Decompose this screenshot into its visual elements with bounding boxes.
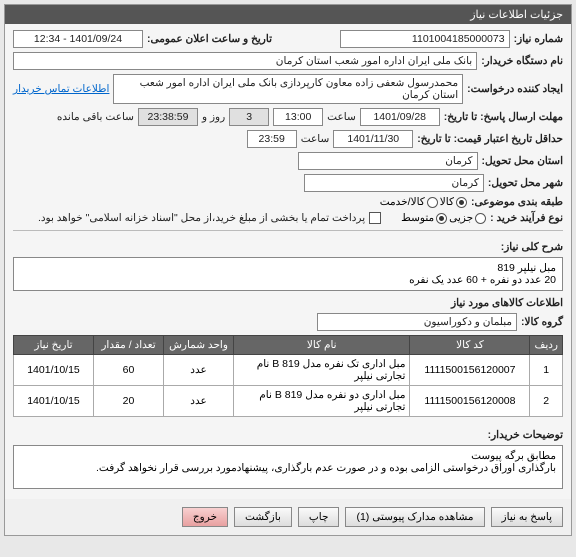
table-row: 2 1111500156120008 مبل اداری دو نفره مدل… — [14, 386, 563, 417]
value-remain-clock: 23:38:59 — [138, 108, 198, 126]
label-requester: ایجاد کننده درخواست: — [467, 83, 563, 95]
value-req-no: 1101004185000073 — [340, 30, 510, 48]
cell-name: مبل اداری تک نفره مدل B 819 نام تجارتی ن… — [234, 355, 410, 386]
radio-kala[interactable]: کالا — [440, 196, 467, 208]
cell-qty: 60 — [94, 355, 164, 386]
cell-date: 1401/10/15 — [14, 386, 94, 417]
value-city: کرمان — [304, 174, 484, 192]
radio-kala-service[interactable]: کالا/خدمت — [380, 196, 438, 208]
cell-unit: عدد — [164, 386, 234, 417]
label-explain: توضیحات خریدار: — [488, 425, 563, 441]
radio-medium[interactable]: متوسط — [401, 212, 447, 224]
label-classify: طبقه بندی موضوعی: — [471, 196, 563, 208]
value-remain-days: 3 — [229, 108, 269, 126]
row-explain: توضیحات خریدار: — [13, 425, 563, 489]
radio-icon — [427, 197, 438, 208]
col-idx: ردیف — [530, 336, 563, 355]
value-desc — [13, 257, 563, 291]
cell-name: مبل اداری دو نفره مدل B 819 نام تجارتی ن… — [234, 386, 410, 417]
proc-radio-group: جزیی متوسط — [401, 212, 486, 224]
link-buyer-contact[interactable]: اطلاعات تماس خریدار — [13, 83, 109, 95]
row-province: استان محل تحویل: کرمان — [13, 152, 563, 170]
table-row: 1 1111500156120007 مبل اداری تک نفره مدل… — [14, 355, 563, 386]
label-validity: حداقل تاریخ اعتبار قیمت: تا تاریخ: — [417, 133, 563, 145]
value-goods-group: مبلمان و دکوراسیون — [317, 313, 517, 331]
value-validity-date: 1401/11/30 — [333, 130, 413, 148]
col-code: کد کالا — [410, 336, 530, 355]
radio-minor[interactable]: جزیی — [449, 212, 486, 224]
label-hour-1: ساعت — [327, 111, 356, 123]
row-req-number: شماره نیاز: 1101004185000073 تاریخ و ساع… — [13, 30, 563, 48]
row-deadline: مهلت ارسال پاسخ: تا تاریخ: 1401/09/28 سا… — [13, 108, 563, 126]
row-proc-type: نوع فرآیند خرید : جزیی متوسط پرداخت تمام… — [13, 212, 563, 224]
panel-title: جزئیات اطلاعات نیاز — [5, 5, 571, 24]
radio-label: جزیی — [449, 212, 473, 224]
back-button[interactable]: بازگشت — [234, 507, 292, 527]
section-goods-title: اطلاعات کالاهای مورد نیاز — [13, 297, 563, 309]
radio-icon — [456, 197, 467, 208]
print-button[interactable]: چاپ — [298, 507, 340, 527]
row-requester: ایجاد کننده درخواست: محمدرسول شعفی زاده … — [13, 74, 563, 104]
label-hour-2: ساعت — [301, 133, 330, 145]
label-goods-group: گروه کالا: — [521, 316, 563, 328]
value-pub-datetime: 1401/09/24 - 12:34 — [13, 30, 143, 48]
value-buyer-org: بانک ملی ایران اداره امور شعب استان کرما… — [13, 52, 477, 70]
cell-idx: 1 — [530, 355, 563, 386]
row-city: شهر محل تحویل: کرمان — [13, 174, 563, 192]
col-name: نام کالا — [234, 336, 410, 355]
col-date: تاریخ نیاز — [14, 336, 94, 355]
cell-code: 1111500156120007 — [410, 355, 530, 386]
row-buyer-org: نام دستگاه خریدار: بانک ملی ایران اداره … — [13, 52, 563, 70]
value-validity-time: 23:59 — [247, 130, 297, 148]
table-header-row: ردیف کد کالا نام کالا واحد شمارش تعداد /… — [14, 336, 563, 355]
label-day-and: روز و — [202, 111, 225, 123]
classify-radio-group: کالا کالا/خدمت — [380, 196, 467, 208]
row-validity: حداقل تاریخ اعتبار قیمت: تا تاریخ: 1401/… — [13, 130, 563, 148]
row-goods-group: گروه کالا: مبلمان و دکوراسیون — [13, 313, 563, 331]
col-qty: تعداد / مقدار — [94, 336, 164, 355]
panel-body: شماره نیاز: 1101004185000073 تاریخ و ساع… — [5, 24, 571, 499]
value-requester: محمدرسول شعفی زاده معاون کارپردازی بانک … — [113, 74, 463, 104]
value-province: کرمان — [298, 152, 478, 170]
label-remain: ساعت باقی مانده — [57, 111, 134, 123]
row-description: شرح کلی نیاز: — [13, 237, 563, 291]
need-details-panel: جزئیات اطلاعات نیاز شماره نیاز: 11010041… — [4, 4, 572, 536]
goods-table: ردیف کد کالا نام کالا واحد شمارش تعداد /… — [13, 335, 563, 417]
radio-label: متوسط — [401, 212, 434, 224]
label-pub-datetime: تاریخ و ساعت اعلان عمومی: — [147, 33, 272, 45]
radio-label: کالا/خدمت — [380, 196, 425, 208]
row-classification: طبقه بندی موضوعی: کالا کالا/خدمت — [13, 196, 563, 208]
value-deadline-date: 1401/09/28 — [360, 108, 440, 126]
checkbox-treasury[interactable] — [369, 212, 381, 224]
radio-icon — [475, 213, 486, 224]
label-buyer-org: نام دستگاه خریدار: — [481, 55, 563, 67]
label-deadline: مهلت ارسال پاسخ: تا تاریخ: — [444, 111, 563, 123]
exit-button[interactable]: خروج — [182, 507, 228, 527]
footer-buttons: پاسخ به نیاز مشاهده مدارک پیوستی (1) چاپ… — [5, 499, 571, 535]
cell-qty: 20 — [94, 386, 164, 417]
label-pay-desc: پرداخت تمام یا بخشی از مبلغ خرید،از محل … — [38, 212, 365, 224]
cell-code: 1111500156120008 — [410, 386, 530, 417]
radio-icon — [436, 213, 447, 224]
label-city: شهر محل تحویل: — [488, 177, 563, 189]
value-deadline-time: 13:00 — [273, 108, 323, 126]
radio-label: کالا — [440, 196, 454, 208]
cell-idx: 2 — [530, 386, 563, 417]
col-unit: واحد شمارش — [164, 336, 234, 355]
label-proc-type: نوع فرآیند خرید : — [490, 212, 563, 224]
cell-date: 1401/10/15 — [14, 355, 94, 386]
value-explain — [13, 445, 563, 489]
reply-button[interactable]: پاسخ به نیاز — [491, 507, 563, 527]
label-desc: شرح کلی نیاز: — [501, 237, 563, 253]
label-province: استان محل تحویل: — [482, 155, 563, 167]
label-req-no: شماره نیاز: — [514, 33, 563, 45]
view-attachments-button[interactable]: مشاهده مدارک پیوستی (1) — [345, 507, 484, 527]
cell-unit: عدد — [164, 355, 234, 386]
